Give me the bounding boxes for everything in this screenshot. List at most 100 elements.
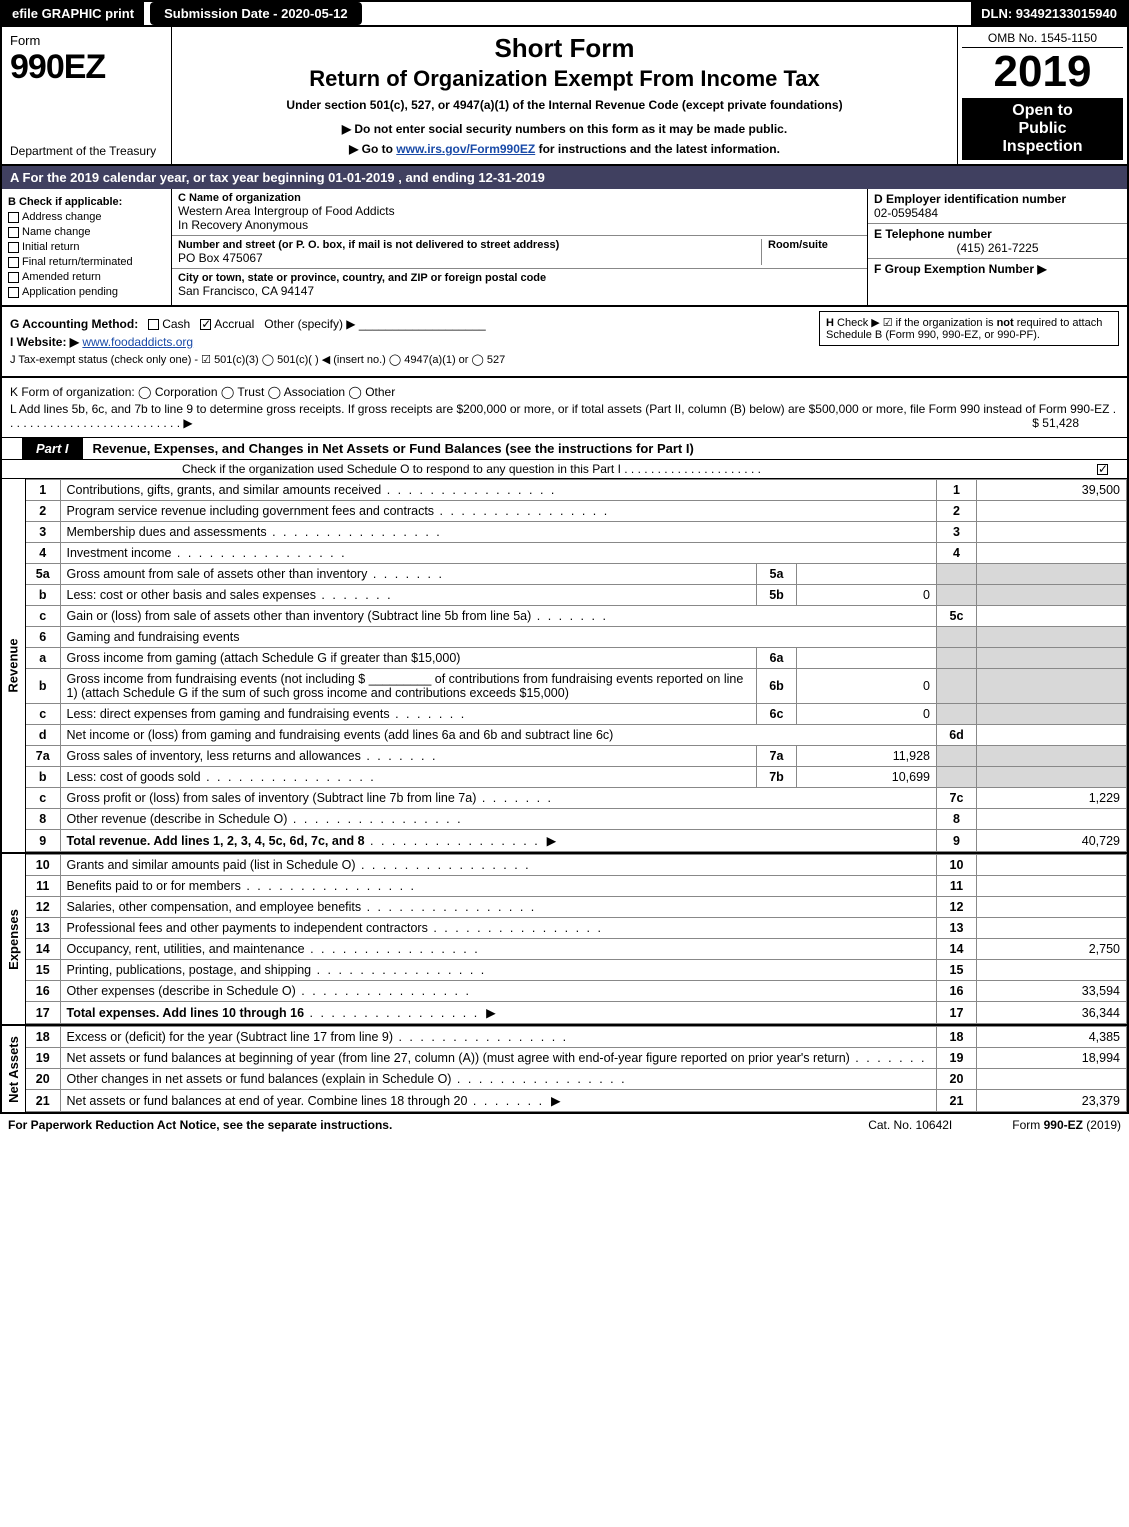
chk-label: Address change — [22, 211, 102, 223]
efile-print-button[interactable]: efile GRAPHIC print — [2, 2, 144, 25]
schedule-o-checkbox[interactable] — [1097, 464, 1108, 475]
street-label: Number and street (or P. O. box, if mail… — [178, 239, 761, 251]
line-7a: 7a Gross sales of inventory, less return… — [26, 746, 1127, 767]
expenses-sidelabel: Expenses — [2, 854, 26, 1024]
entity-right: D Employer identification number 02-0595… — [867, 189, 1127, 305]
line-7c: c Gross profit or (loss) from sales of i… — [26, 788, 1127, 809]
tax-period-row: A For the 2019 calendar year, or tax yea… — [0, 166, 1129, 189]
box-g-label: G Accounting Method: — [10, 317, 138, 331]
line-21: 21Net assets or fund balances at end of … — [26, 1090, 1127, 1112]
page-footer: For Paperwork Reduction Act Notice, see … — [0, 1114, 1129, 1136]
phone-label: E Telephone number — [874, 227, 1121, 241]
city-value: San Francisco, CA 94147 — [178, 284, 861, 298]
paperwork-notice: For Paperwork Reduction Act Notice, see … — [8, 1118, 392, 1132]
line-17: 17Total expenses. Add lines 10 through 1… — [26, 1002, 1127, 1024]
street-value: PO Box 475067 — [178, 251, 761, 265]
entity-block: B Check if applicable: Address change Na… — [0, 189, 1129, 307]
submission-date-badge: Submission Date - 2020-05-12 — [150, 2, 362, 25]
header-left: Form 990EZ Department of the Treasury — [2, 27, 172, 164]
cash-label: Cash — [162, 317, 190, 331]
catalog-number: Cat. No. 10642I — [868, 1118, 952, 1132]
revenue-table: 1 Contributions, gifts, grants, and simi… — [26, 479, 1127, 852]
schedule-o-check-row: Check if the organization used Schedule … — [0, 460, 1129, 479]
chk-label: Initial return — [22, 241, 79, 253]
line-16: 16Other expenses (describe in Schedule O… — [26, 981, 1127, 1002]
line-8: 8 Other revenue (describe in Schedule O)… — [26, 809, 1127, 830]
department-label: Department of the Treasury — [10, 144, 163, 158]
chk-label: Name change — [22, 226, 91, 238]
chk-final-return[interactable]: Final return/terminated — [8, 256, 165, 268]
header-middle: Short Form Return of Organization Exempt… — [172, 27, 957, 164]
irs-link[interactable]: www.irs.gov/Form990EZ — [396, 142, 535, 156]
line-15: 15Printing, publications, postage, and s… — [26, 960, 1127, 981]
schedule-o-text: Check if the organization used Schedule … — [182, 462, 761, 476]
ein-label: D Employer identification number — [874, 192, 1121, 206]
line-6b: b Gross income from fundraising events (… — [26, 669, 1127, 704]
group-exemption-label: F Group Exemption Number ▶ — [874, 262, 1121, 276]
box-l-text: L Add lines 5b, 6c, and 7b to line 9 to … — [10, 402, 1116, 430]
chk-label: Final return/terminated — [22, 256, 133, 268]
box-b-title: B Check if applicable: — [8, 196, 165, 208]
line-7b: b Less: cost of goods sold 7b 10,699 — [26, 767, 1127, 788]
line-5c: c Gain or (loss) from sale of assets oth… — [26, 606, 1127, 627]
chk-label: Application pending — [22, 286, 118, 298]
box-h-not: not — [997, 317, 1014, 329]
city-label: City or town, state or province, country… — [178, 272, 861, 284]
line-5a: 5a Gross amount from sale of assets othe… — [26, 564, 1127, 585]
chk-address-change[interactable]: Address change — [8, 211, 165, 223]
line-10: 10Grants and similar amounts paid (list … — [26, 855, 1127, 876]
open-line1: Open to — [1012, 102, 1072, 119]
room-label: Room/suite — [768, 239, 861, 251]
line-3: 3 Membership dues and assessments 3 — [26, 522, 1127, 543]
do-not-enter-text: ▶ Do not enter social security numbers o… — [182, 122, 947, 136]
accrual-label: Accrual — [214, 317, 254, 331]
org-name-2: In Recovery Anonymous — [178, 218, 861, 232]
ein-value: 02-0595484 — [874, 206, 1121, 220]
line-18: 18Excess or (deficit) for the year (Subt… — [26, 1027, 1127, 1048]
omb-number: OMB No. 1545-1150 — [962, 31, 1123, 48]
goto-text: ▶ Go to www.irs.gov/Form990EZ for instru… — [182, 142, 947, 156]
line-5b: b Less: cost or other basis and sales ex… — [26, 585, 1127, 606]
meta-block: H Check ▶ ☑ if the organization is not r… — [0, 307, 1129, 378]
chk-cash[interactable] — [148, 319, 159, 330]
goto-post: for instructions and the latest informat… — [535, 142, 780, 156]
line-20: 20Other changes in net assets or fund ba… — [26, 1069, 1127, 1090]
chk-label: Amended return — [22, 271, 101, 283]
netassets-table: 18Excess or (deficit) for the year (Subt… — [26, 1026, 1127, 1112]
box-h-label: H — [826, 317, 834, 329]
box-l: L Add lines 5b, 6c, and 7b to line 9 to … — [10, 402, 1119, 430]
form-header: Form 990EZ Department of the Treasury Sh… — [0, 27, 1129, 166]
chk-application-pending[interactable]: Application pending — [8, 286, 165, 298]
netassets-sidelabel: Net Assets — [2, 1026, 26, 1112]
line-13: 13Professional fees and other payments t… — [26, 918, 1127, 939]
open-line2: Public — [1018, 120, 1066, 137]
netassets-section: Net Assets 18Excess or (deficit) for the… — [0, 1026, 1129, 1114]
website-label: I Website: ▶ — [10, 335, 79, 349]
part1-header: Part I Revenue, Expenses, and Changes in… — [0, 438, 1129, 460]
box-h: H Check ▶ ☑ if the organization is not r… — [819, 311, 1119, 346]
chk-accrual[interactable] — [200, 319, 211, 330]
website-link[interactable]: www.foodaddicts.org — [82, 335, 193, 349]
under-section-text: Under section 501(c), 527, or 4947(a)(1)… — [182, 98, 947, 112]
short-form-title: Short Form — [182, 33, 947, 64]
form-word: Form — [10, 33, 163, 48]
line-14: 14Occupancy, rent, utilities, and mainte… — [26, 939, 1127, 960]
k-l-block: K Form of organization: ◯ Corporation ◯ … — [0, 378, 1129, 438]
line-1: 1 Contributions, gifts, grants, and simi… — [26, 480, 1127, 501]
gross-receipts-amount: $ 51,428 — [1032, 416, 1079, 430]
line-11: 11Benefits paid to or for members11 — [26, 876, 1127, 897]
line-19: 19Net assets or fund balances at beginni… — [26, 1048, 1127, 1069]
chk-amended-return[interactable]: Amended return — [8, 271, 165, 283]
chk-name-change[interactable]: Name change — [8, 226, 165, 238]
revenue-sidelabel: Revenue — [2, 479, 26, 852]
box-b: B Check if applicable: Address change Na… — [2, 189, 172, 305]
tax-year: 2019 — [962, 50, 1123, 94]
revenue-section: Revenue 1 Contributions, gifts, grants, … — [0, 479, 1129, 854]
top-bar: efile GRAPHIC print Submission Date - 20… — [0, 0, 1129, 27]
line-6d: d Net income or (loss) from gaming and f… — [26, 725, 1127, 746]
header-right: OMB No. 1545-1150 2019 Open to Public In… — [957, 27, 1127, 164]
line-12: 12Salaries, other compensation, and empl… — [26, 897, 1127, 918]
chk-initial-return[interactable]: Initial return — [8, 241, 165, 253]
line-6c: c Less: direct expenses from gaming and … — [26, 704, 1127, 725]
line-9: 9 Total revenue. Add lines 1, 2, 3, 4, 5… — [26, 830, 1127, 852]
